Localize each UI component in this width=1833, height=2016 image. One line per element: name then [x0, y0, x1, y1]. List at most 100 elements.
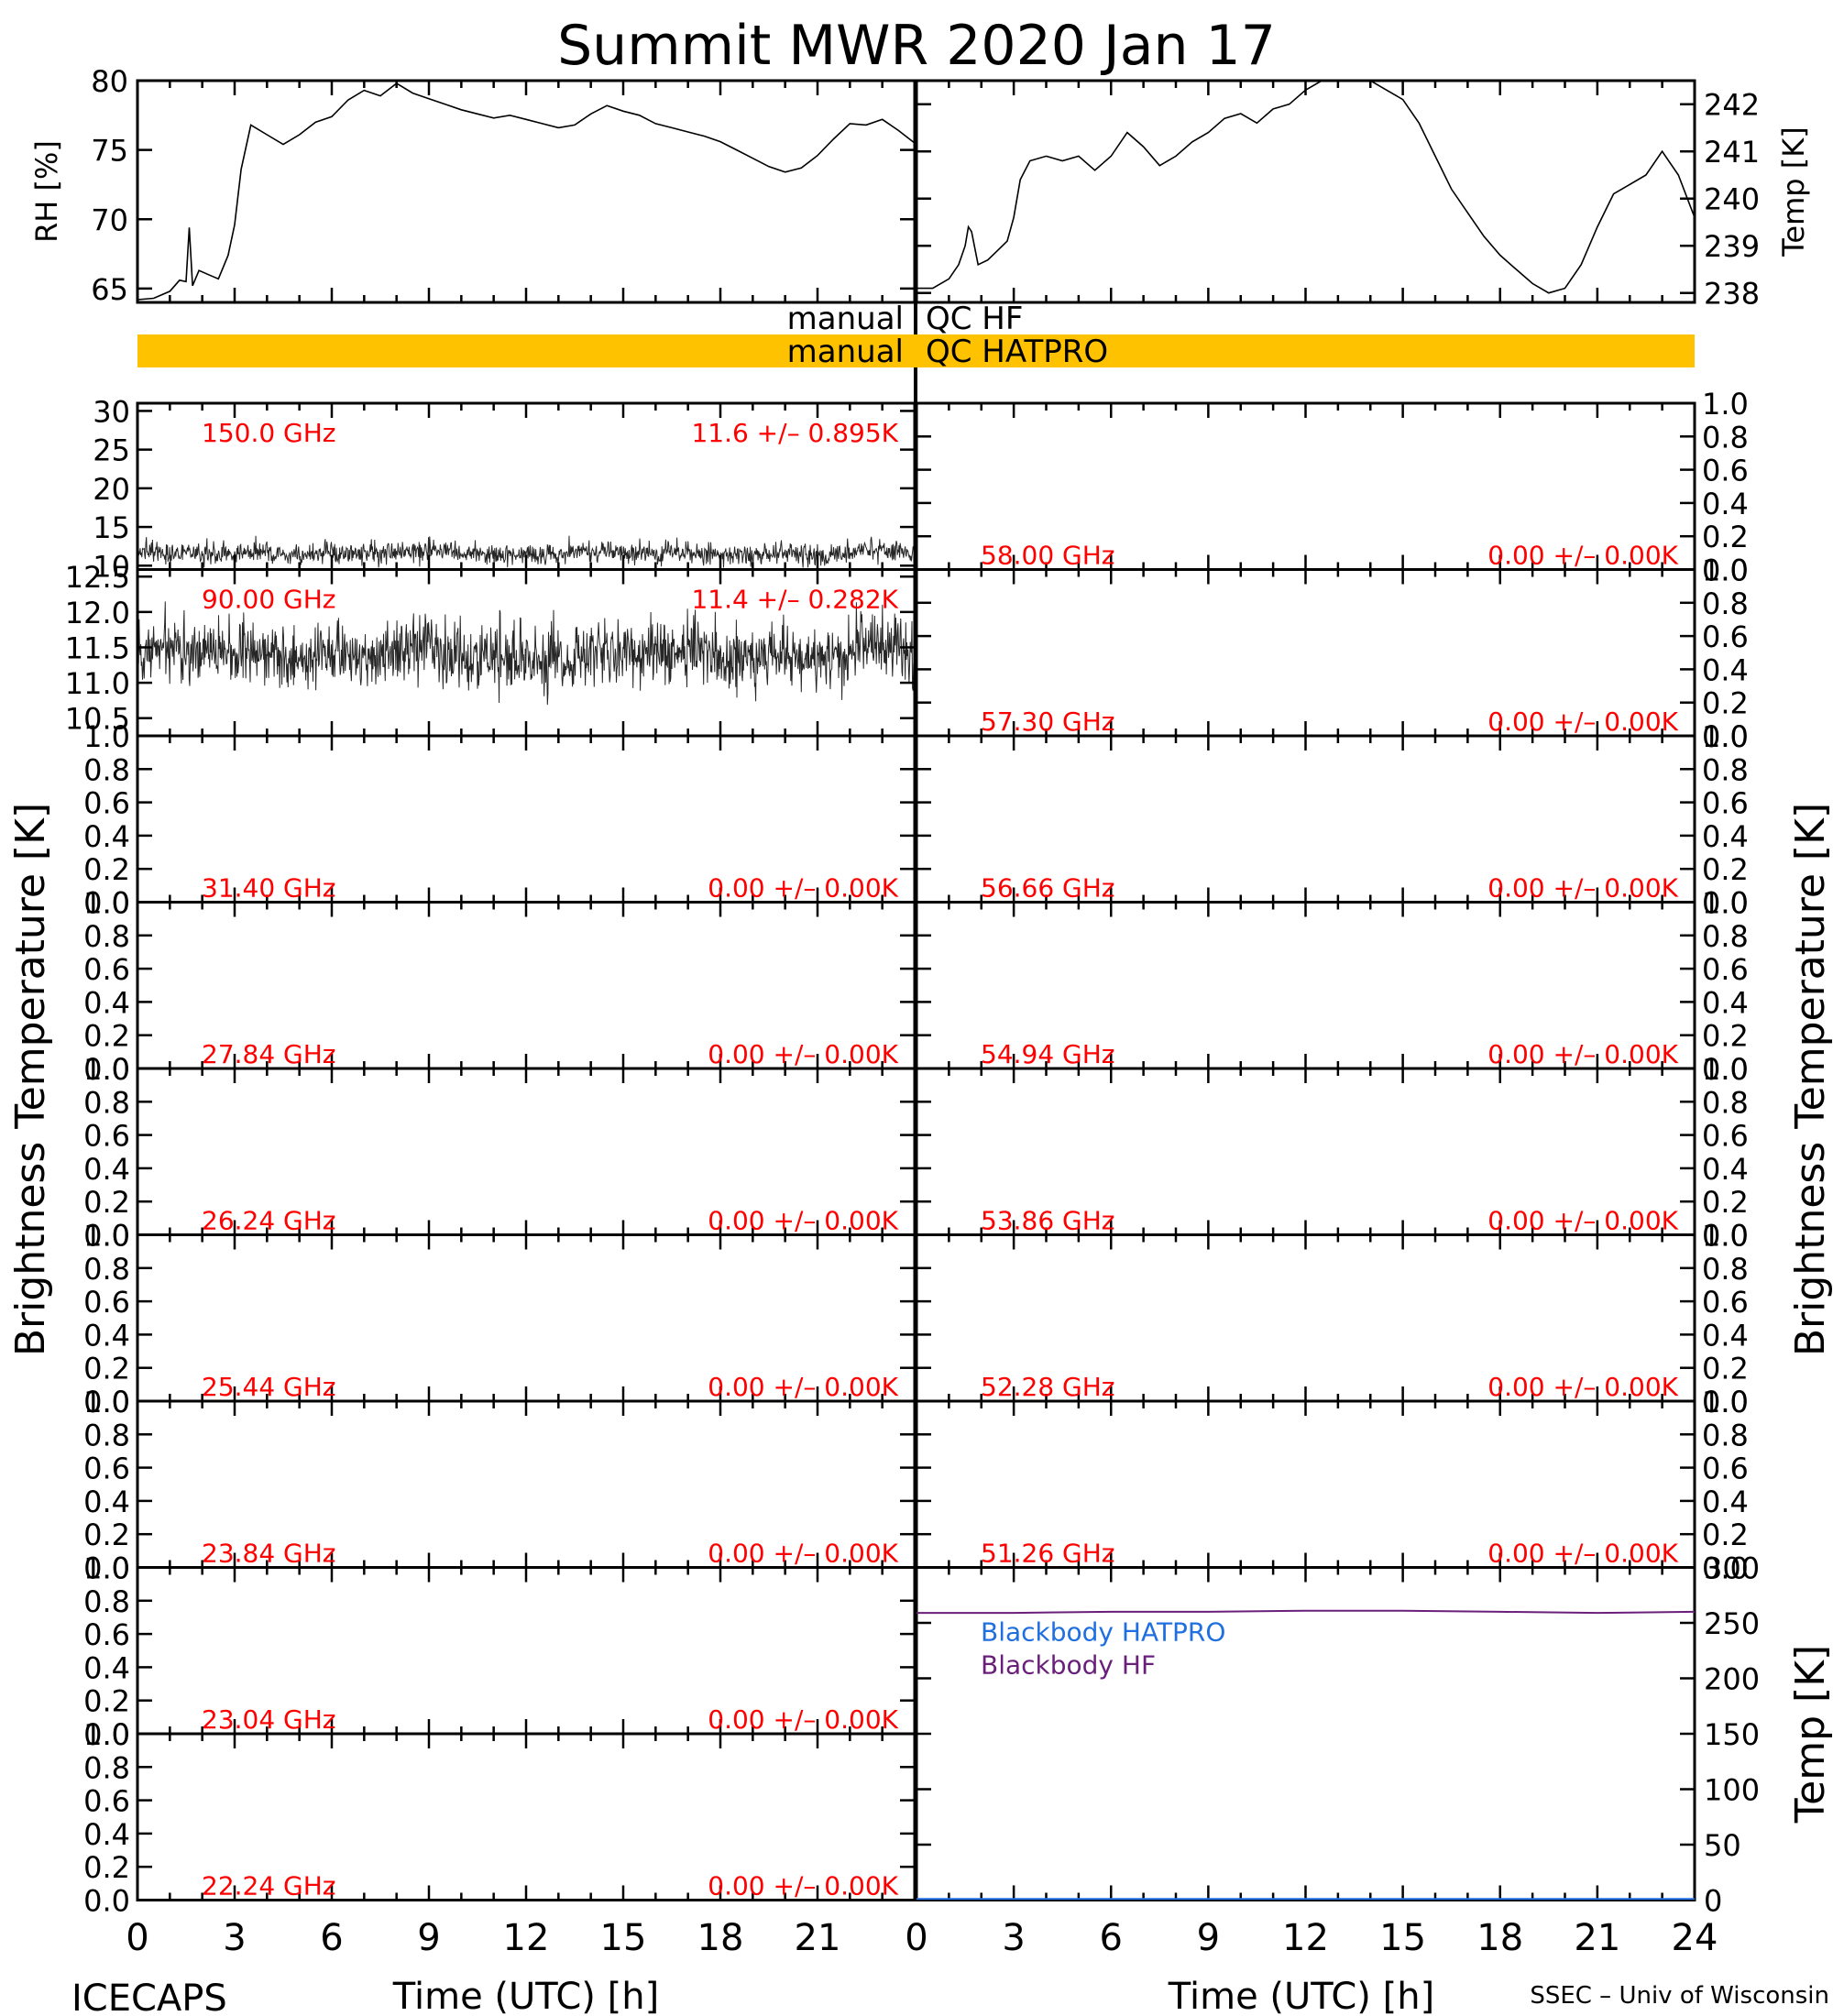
qc-label-left: manual [787, 334, 904, 370]
tb-data-trace [137, 535, 916, 568]
x-label-left: Time (UTC) [h] [392, 1976, 659, 2016]
qc-label-right: QC HATPRO [926, 334, 1108, 370]
tb-frequency-label: 22.24 GHz [202, 1871, 336, 1901]
blackbody-tick-label: 200 [1704, 1662, 1760, 1697]
tb-frequency-label: 27.84 GHz [202, 1039, 336, 1069]
tb-tick-label: 0.2 [1702, 852, 1749, 887]
tb-tick-label: 0.4 [83, 1485, 130, 1519]
tb-tick-label: 1.0 [83, 1551, 130, 1586]
tb-tick-label: 1.0 [83, 719, 130, 754]
x-tick-label: 0 [905, 1917, 927, 1959]
tb-tick-label: 0.4 [1702, 1485, 1749, 1519]
blackbody-tick-label: 100 [1704, 1773, 1760, 1808]
tb-stats-label: 0.00 +/– 0.00K [708, 1206, 898, 1236]
tb-frequency-label: 90.00 GHz [202, 585, 336, 615]
x-tick-label: 3 [1002, 1917, 1025, 1959]
x-tick-label: 6 [320, 1917, 343, 1959]
x-tick-label: 9 [1197, 1917, 1220, 1959]
tb-tick-label: 0.4 [1702, 819, 1749, 854]
met-frame-left [136, 79, 916, 304]
tb-tick-label: 0.2 [1702, 1019, 1749, 1054]
tb-stats-label: 11.4 +/– 0.282K [691, 585, 898, 615]
x-tick-label: 12 [503, 1917, 550, 1959]
tb-tick-label: 30 [93, 394, 130, 429]
x-tick-label: 15 [1379, 1917, 1426, 1959]
tb-tick-label: 0.4 [83, 1817, 130, 1852]
temp-axis-label: Temp [K] [1776, 126, 1811, 257]
tb-frequency-label: 51.26 GHz [981, 1539, 1115, 1569]
tb-tick-label: 1.0 [83, 1219, 130, 1254]
tb-tick-label: 0.8 [83, 752, 130, 787]
tb-tick-label: 11.5 [65, 630, 130, 665]
tb-frequency-label: 53.86 GHz [981, 1206, 1115, 1236]
tb-tick-label: 20 [93, 472, 130, 507]
x-tick-label: 18 [1476, 1917, 1523, 1959]
x-tick-label: 15 [600, 1917, 647, 1959]
tb-tick-label: 12.5 [65, 560, 130, 595]
tb-tick-label: 0.2 [1702, 1352, 1749, 1386]
blackbody-tick-label: 250 [1704, 1606, 1760, 1641]
x-tick-label: 0 [126, 1917, 148, 1959]
tb-frequency-label: 54.94 GHz [981, 1039, 1115, 1069]
tb-tick-label: 0.8 [83, 1085, 130, 1120]
tb-tick-label: 0.8 [1702, 420, 1749, 455]
tb-stats-label: 0.00 +/– 0.00K [708, 1372, 898, 1402]
tb-tick-label: 0.0 [1702, 1385, 1749, 1419]
tb-frequency-label: 31.40 GHz [202, 873, 336, 904]
tb-frequency-label: 150.0 GHz [202, 418, 336, 448]
tb-tick-label: 0.2 [83, 1019, 130, 1054]
tb-tick-label: 0.8 [1702, 1418, 1749, 1452]
tb-tick-label: 0.6 [83, 1119, 130, 1154]
x-tick-label: 18 [697, 1917, 744, 1959]
tb-tick-label: 0.2 [83, 1352, 130, 1386]
tb-tick-label: 0.8 [1702, 586, 1749, 621]
tb-tick-label: 0.6 [83, 1285, 130, 1320]
x-tick-label: 21 [795, 1917, 841, 1959]
tb-tick-label: 0.8 [83, 1750, 130, 1785]
rh-tick-label: 75 [91, 134, 128, 169]
x-tick-label: 12 [1282, 1917, 1329, 1959]
figure-decor: 0 3 6 9 12 15 18 21 0 3 6 9 12 15 18 21 24 [126, 81, 1718, 1959]
footer-right: SSEC – Univ of Wisconsin [1530, 1982, 1829, 2010]
tb-right-panels: 0.00.20.40.60.81.058.00 GHz 0.00 +/– 0.00… [915, 387, 1749, 1586]
tb-stats-label: 0.00 +/– 0.00K [708, 1539, 898, 1569]
tb-tick-label: 1.0 [1702, 1052, 1749, 1087]
x-tick-label: 3 [223, 1917, 246, 1959]
tb-tick-label: 0.6 [83, 786, 130, 821]
tb-tick-label: 0.4 [1702, 1318, 1749, 1353]
tb-stats-label: 0.00 +/– 0.00K [1487, 541, 1678, 571]
tb-tick-label: 0.2 [1702, 1185, 1749, 1220]
tb-tick-label: 1.0 [1702, 387, 1749, 422]
x-tick-label: 9 [417, 1917, 440, 1959]
rh-tick-label: 65 [91, 272, 128, 307]
tb-tick-label: 0.0 [1702, 1219, 1749, 1254]
tb-tick-label: 0.8 [1702, 919, 1749, 954]
tb-tick-label: 0.8 [1702, 752, 1749, 787]
rh-axis-label: RH [%] [29, 140, 64, 243]
tb-tick-label: 0.0 [1702, 886, 1749, 921]
tb-tick-label: 0.8 [1702, 1252, 1749, 1287]
tb-tick-label: 0.0 [83, 1717, 130, 1752]
footer-left: ICECAPS [71, 1978, 227, 2016]
tb-tick-label: 0.6 [83, 1784, 130, 1819]
met-panels: 65 70 75 80 238 239 240 241 242 RH [%] Temp [K] [29, 64, 1811, 312]
tb-tick-label: 1.0 [83, 1717, 130, 1752]
tb-tick-label: 1.0 [1702, 1219, 1749, 1254]
tb-tick-label: 0.4 [1702, 487, 1749, 521]
tb-tick-label: 0.0 [83, 1052, 130, 1087]
tb-tick-label: 0.6 [1702, 952, 1749, 987]
tb-tick-label: 0.4 [83, 1318, 130, 1353]
tb-data-trace [137, 601, 916, 706]
tb-tick-label: 0.4 [1702, 1152, 1749, 1187]
blackbody-legend-entry: Blackbody HF [981, 1650, 1156, 1681]
rh-line [137, 82, 916, 301]
tb-frequency-label: 23.04 GHz [202, 1704, 336, 1735]
tb-tick-label: 0.0 [1702, 553, 1749, 588]
tb-tick-label: 0.6 [1702, 454, 1749, 488]
tb-stats-label: 0.00 +/– 0.00K [1487, 707, 1678, 737]
tb-tick-label: 0.8 [83, 919, 130, 954]
tb-tick-label: 0.8 [83, 1252, 130, 1287]
x-tick-label: 6 [1100, 1917, 1123, 1959]
